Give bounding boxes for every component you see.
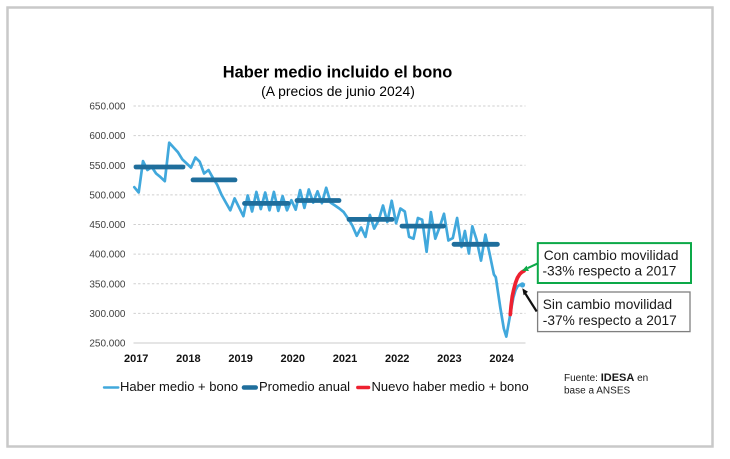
svg-text:600.000: 600.000: [89, 131, 126, 142]
svg-text:Fuente: IDESA en: Fuente: IDESA en: [564, 372, 648, 384]
svg-text:400.000: 400.000: [89, 250, 126, 261]
svg-text:Promedio anual: Promedio anual: [259, 379, 350, 394]
svg-text:300.000: 300.000: [89, 309, 126, 320]
svg-text:Sin cambio movilidad: Sin cambio movilidad: [543, 297, 672, 312]
svg-text:-37% respecto a 2017: -37% respecto a 2017: [543, 313, 677, 328]
svg-text:2019: 2019: [228, 353, 252, 365]
svg-text:2024: 2024: [489, 353, 514, 365]
svg-text:(A precios de junio 2024): (A precios de junio 2024): [261, 83, 415, 99]
svg-text:2023: 2023: [437, 353, 461, 365]
svg-text:Haber medio + bono: Haber medio + bono: [120, 379, 238, 394]
svg-text:-33% respecto a 2017: -33% respecto a 2017: [543, 263, 677, 278]
svg-text:base a ANSES: base a ANSES: [564, 386, 630, 397]
svg-text:2022: 2022: [385, 353, 409, 365]
svg-text:2021: 2021: [333, 353, 357, 365]
svg-text:650.000: 650.000: [89, 102, 126, 113]
svg-text:250.000: 250.000: [89, 339, 126, 350]
svg-text:500.000: 500.000: [89, 190, 126, 201]
svg-text:Haber medio incluido el bono: Haber medio incluido el bono: [223, 64, 453, 82]
svg-text:2018: 2018: [176, 353, 200, 365]
svg-text:Nuevo haber medio + bono: Nuevo haber medio + bono: [372, 379, 529, 394]
svg-text:2020: 2020: [281, 353, 305, 365]
svg-text:Con cambio movilidad: Con cambio movilidad: [544, 248, 679, 263]
svg-text:450.000: 450.000: [89, 220, 126, 231]
svg-text:2017: 2017: [124, 353, 148, 365]
svg-text:350.000: 350.000: [89, 279, 126, 290]
svg-text:550.000: 550.000: [89, 161, 126, 172]
